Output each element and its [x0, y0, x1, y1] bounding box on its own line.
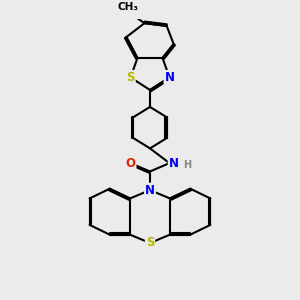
Text: O: O [125, 157, 136, 169]
Text: CH₃: CH₃ [118, 2, 139, 11]
Text: H: H [183, 160, 191, 170]
Text: S: S [146, 236, 154, 250]
Text: N: N [169, 157, 178, 169]
Text: N: N [145, 184, 155, 196]
Text: S: S [126, 71, 135, 84]
Text: N: N [164, 71, 175, 84]
